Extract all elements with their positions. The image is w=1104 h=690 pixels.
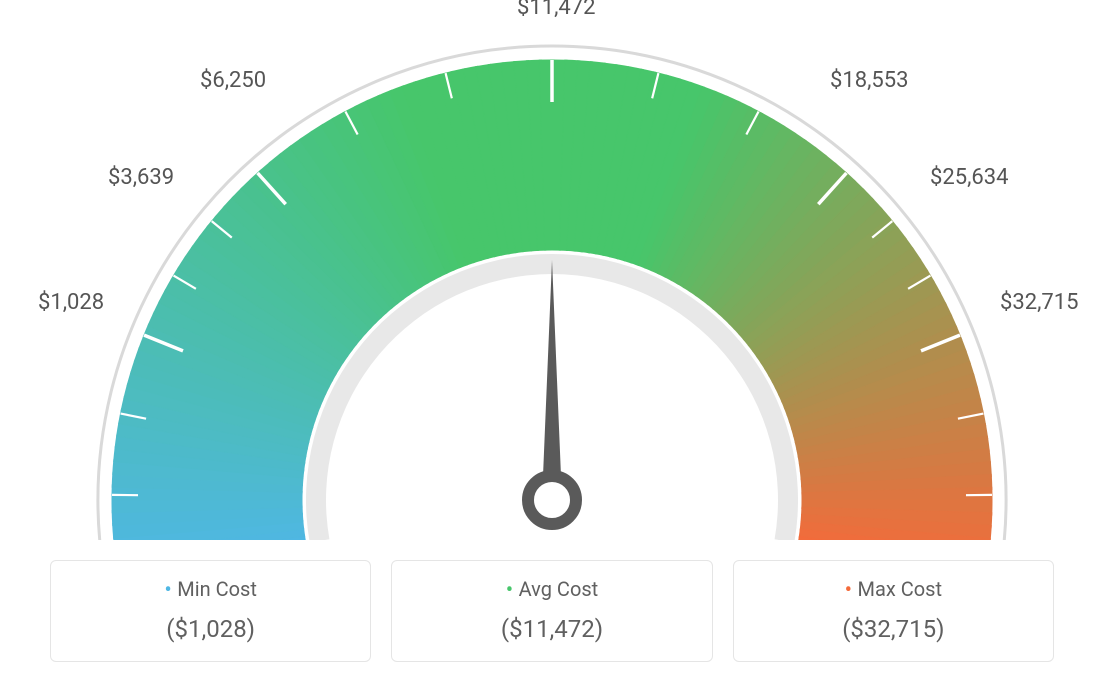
gauge-tick-label: $25,634 — [930, 165, 1009, 190]
legend-max-value: ($32,715) — [744, 615, 1043, 643]
chart-container: $1,028 $3,639 $6,250 $11,472 $18,553 $25,634 $… — [0, 0, 1104, 690]
legend-min: Min Cost ($1,028) — [50, 560, 371, 662]
legend-max: Max Cost ($32,715) — [733, 560, 1054, 662]
gauge-tick-label: $18,553 — [830, 68, 909, 93]
legend-avg-value: ($11,472) — [402, 615, 701, 643]
gauge-tick-label: $11,472 — [517, 0, 596, 20]
gauge-tick-label: $32,715 — [1000, 290, 1079, 315]
legend-min-value: ($1,028) — [61, 615, 360, 643]
legend-avg-title: Avg Cost — [402, 577, 701, 603]
gauge-tick-label: $1,028 — [38, 290, 104, 315]
legend-row: Min Cost ($1,028) Avg Cost ($11,472) Max… — [50, 560, 1054, 662]
gauge-tick-label: $6,250 — [200, 68, 266, 93]
gauge-svg — [0, 0, 1104, 540]
legend-avg: Avg Cost ($11,472) — [391, 560, 712, 662]
gauge-tick-label: $3,639 — [108, 165, 174, 190]
legend-min-title: Min Cost — [61, 577, 360, 603]
gauge: $1,028 $3,639 $6,250 $11,472 $18,553 $25,634 $… — [0, 0, 1104, 540]
legend-max-title: Max Cost — [744, 577, 1043, 603]
